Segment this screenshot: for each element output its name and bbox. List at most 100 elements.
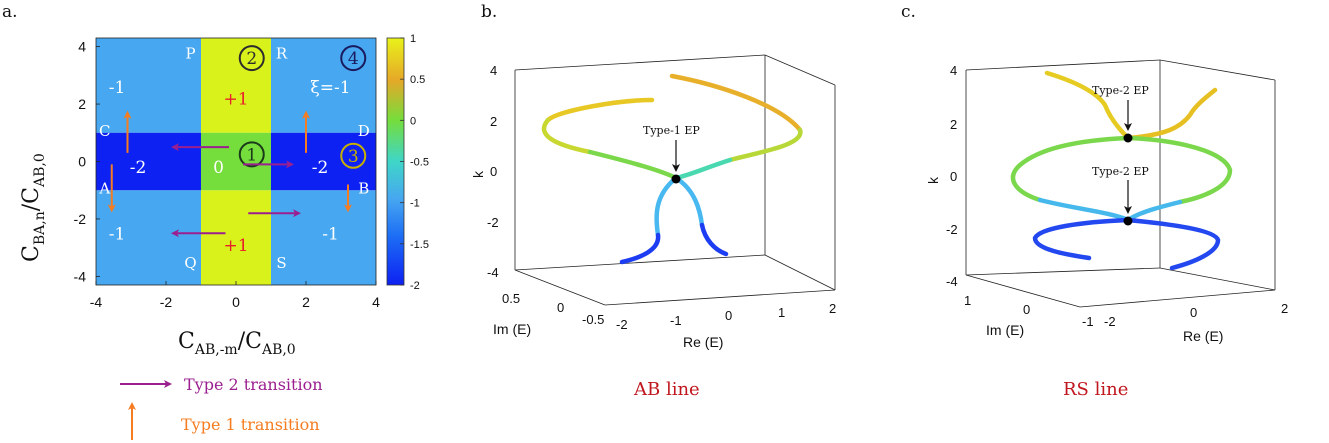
- curve-segment: [699, 222, 729, 257]
- circled-label: 2: [246, 49, 257, 69]
- panel-b-z-tick: 0: [490, 164, 497, 179]
- heatmap-panel: -4 -2 0 2 4 4 2 0 -2 -4 -1 ξ=-1 -1 -1 -2 -2 0 +1 +1 P R C D A B Q…: [74, 37, 380, 310]
- panel-c-z-tick: 0: [950, 169, 957, 184]
- panel-c-3d-plot: [965, 59, 1276, 308]
- heatmap-region: [201, 38, 271, 133]
- x-tick-label: -4: [90, 294, 103, 310]
- panel-c-z-tick: -4: [946, 274, 958, 289]
- panel-b-3d-plot: [514, 54, 836, 306]
- circled-label-ring: [238, 141, 265, 168]
- panel-c-x-tick: -2: [1104, 314, 1116, 329]
- panel-c-y-tick: -1: [1082, 314, 1094, 329]
- curve-segment: [669, 73, 803, 133]
- panel-b-x-tick: -1: [670, 313, 682, 328]
- panel-b-box-edge: [764, 254, 836, 291]
- curve-segment: [1125, 199, 1183, 223]
- curve-segment: [1125, 135, 1233, 205]
- heatmap-region: [271, 38, 376, 133]
- ep-point-type1: [671, 174, 681, 184]
- corner-label: D: [358, 122, 370, 140]
- y-tick-label: 0: [78, 154, 86, 170]
- panel-b-xlabel: Re (E): [683, 334, 723, 350]
- curve-segment: [541, 117, 593, 155]
- panel-c-title: RS line: [1063, 379, 1128, 400]
- x-tick-label: 0: [232, 294, 240, 310]
- panel-b-box-edge: [514, 254, 766, 271]
- region-label: +1: [223, 236, 248, 256]
- corner-label: C: [99, 122, 110, 140]
- panel-c-ticks: 4 2 0 -2 -4 1 0 -1 -2 0 2: [946, 63, 1288, 329]
- curve-segment: [1037, 197, 1131, 223]
- region-label: -1: [322, 224, 339, 244]
- heatmap-region: [201, 190, 271, 285]
- panel-b-y-tick: 0: [557, 300, 564, 315]
- corner-label: Q: [184, 254, 196, 272]
- y-tick-label: 2: [78, 96, 86, 112]
- curve-segment: [1125, 87, 1218, 141]
- heatmap-region: [271, 190, 376, 285]
- corner-label: P: [185, 44, 195, 62]
- x-tick-label: -2: [160, 294, 173, 310]
- legend: Type 2 transition Type 1 transition: [120, 375, 323, 440]
- curve-segment: [1010, 135, 1131, 203]
- region-label: +1: [223, 89, 248, 109]
- panel-b-box-edge: [514, 269, 606, 306]
- panel-c-zlabel: k: [925, 176, 941, 184]
- colorbar-tick-label: -1.5: [410, 239, 429, 251]
- panel-label-b: b.: [481, 2, 497, 22]
- panel-b-box-edge: [514, 54, 766, 71]
- colorbar-tick-label: 0.5: [410, 74, 425, 86]
- circled-label-ring: [238, 45, 265, 72]
- colorbar: 1 0.5 0 -0.5 -1 -1.5 -2: [386, 33, 429, 292]
- y-tick-label: -2: [74, 211, 87, 227]
- curve-segment: [587, 149, 679, 181]
- colorbar-tick-label: -0.5: [410, 157, 429, 169]
- ep-point-type2-upper: [1123, 133, 1133, 143]
- panel-c-y-tick: 0: [1023, 302, 1030, 317]
- circled-label-ring: [340, 142, 367, 169]
- panel-b-x-tick: 1: [778, 305, 785, 320]
- panel-c-xlabel: Re (E): [1183, 328, 1223, 344]
- y-tick-label: 4: [78, 39, 86, 55]
- corner-label: S: [276, 254, 286, 272]
- panel-b-z-tick: 2: [490, 114, 497, 129]
- panel-b-x-tick: -2: [616, 317, 628, 332]
- colorbar-tick-label: 1: [410, 33, 416, 45]
- curve-segment: [1125, 217, 1221, 271]
- panel-c-x-tick: 0: [1190, 305, 1197, 320]
- panel-c-x-tick: 2: [1281, 301, 1288, 316]
- panel-label-c: c.: [901, 2, 916, 22]
- circled-label: 4: [348, 49, 359, 69]
- legend-type1-label: Type 1 transition: [181, 415, 320, 434]
- panel-c-z-tick: 2: [950, 117, 957, 132]
- curve-segment: [654, 175, 679, 238]
- colorbar-tick-label: 0: [410, 115, 416, 127]
- panel-b-z-tick: 4: [490, 63, 497, 78]
- corner-label: A: [98, 179, 110, 197]
- panel-b-ylabel: Im (E): [493, 321, 531, 337]
- ep-annotation-type2-upper: Type-2 EP: [1092, 84, 1149, 97]
- circled-label: 3: [348, 147, 359, 167]
- colorbar-tick-label: -2: [410, 280, 420, 292]
- panel-b-y-tick: -0.5: [582, 312, 604, 327]
- circled-label-ring: [340, 45, 367, 72]
- panel-b-curves: [541, 73, 803, 265]
- heatmap-region: [201, 132, 271, 191]
- colorbar-tick-label: -1: [410, 198, 420, 210]
- panel-c-box-edge: [965, 267, 1161, 276]
- panel-c-box-edge: [965, 59, 1161, 71]
- region-label: ξ=-1: [310, 78, 350, 98]
- region-label: -1: [109, 78, 126, 98]
- curve-segment: [1032, 217, 1131, 261]
- region-label: -1: [109, 224, 126, 244]
- panel-b-z-tick: -2: [487, 215, 499, 230]
- panel-b-zlabel: k: [470, 170, 486, 178]
- corner-label: R: [276, 44, 288, 62]
- panel-c-box-edge: [965, 274, 1081, 308]
- circled-label: 1: [246, 145, 257, 165]
- corner-label: B: [358, 179, 369, 197]
- panel-b-x-tick: 0: [725, 308, 732, 323]
- panel-b-box-edge: [764, 54, 836, 86]
- panel-c-z-tick: 4: [950, 63, 957, 78]
- panel-c-ylabel: Im (E): [986, 322, 1024, 338]
